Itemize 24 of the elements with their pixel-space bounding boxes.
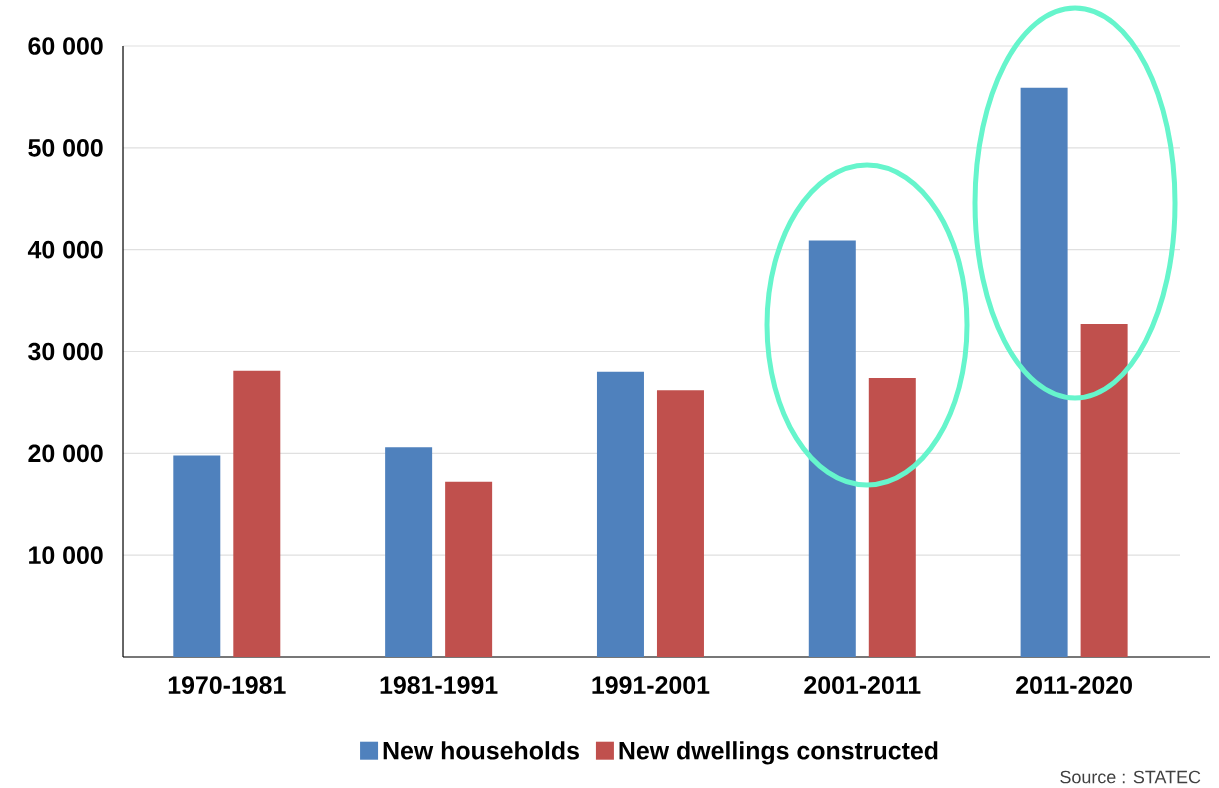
bar <box>868 377 916 657</box>
legend-label: New households <box>383 741 579 760</box>
bar <box>656 390 704 657</box>
y-tick-label: 20 000 <box>28 444 103 463</box>
y-tick-label: 10 000 <box>29 546 103 564</box>
bar <box>1020 87 1068 657</box>
bar <box>445 481 493 657</box>
y-tick-label: 30 000 <box>28 342 103 361</box>
bar <box>233 370 281 657</box>
bar <box>385 447 433 657</box>
x-tick-label: 2001-2011 <box>804 676 921 694</box>
y-tick-label: 60 000 <box>28 37 103 55</box>
y-tick-label: 50 000 <box>28 139 103 157</box>
bar <box>596 371 644 657</box>
x-tick-label: 2011-2020 <box>1016 676 1132 694</box>
bar <box>173 455 221 657</box>
legend-label: New dwellings constructed <box>619 741 938 765</box>
x-tick-label: 1970-1981 <box>168 676 286 694</box>
bar <box>1080 324 1128 657</box>
x-tick-label: 1991-2001 <box>592 676 710 694</box>
x-tick-label: 1981-1991 <box>380 676 498 694</box>
source-note: Source : STATEC <box>1060 770 1201 784</box>
y-tick-label: 40 000 <box>27 240 103 259</box>
bar <box>808 240 856 657</box>
